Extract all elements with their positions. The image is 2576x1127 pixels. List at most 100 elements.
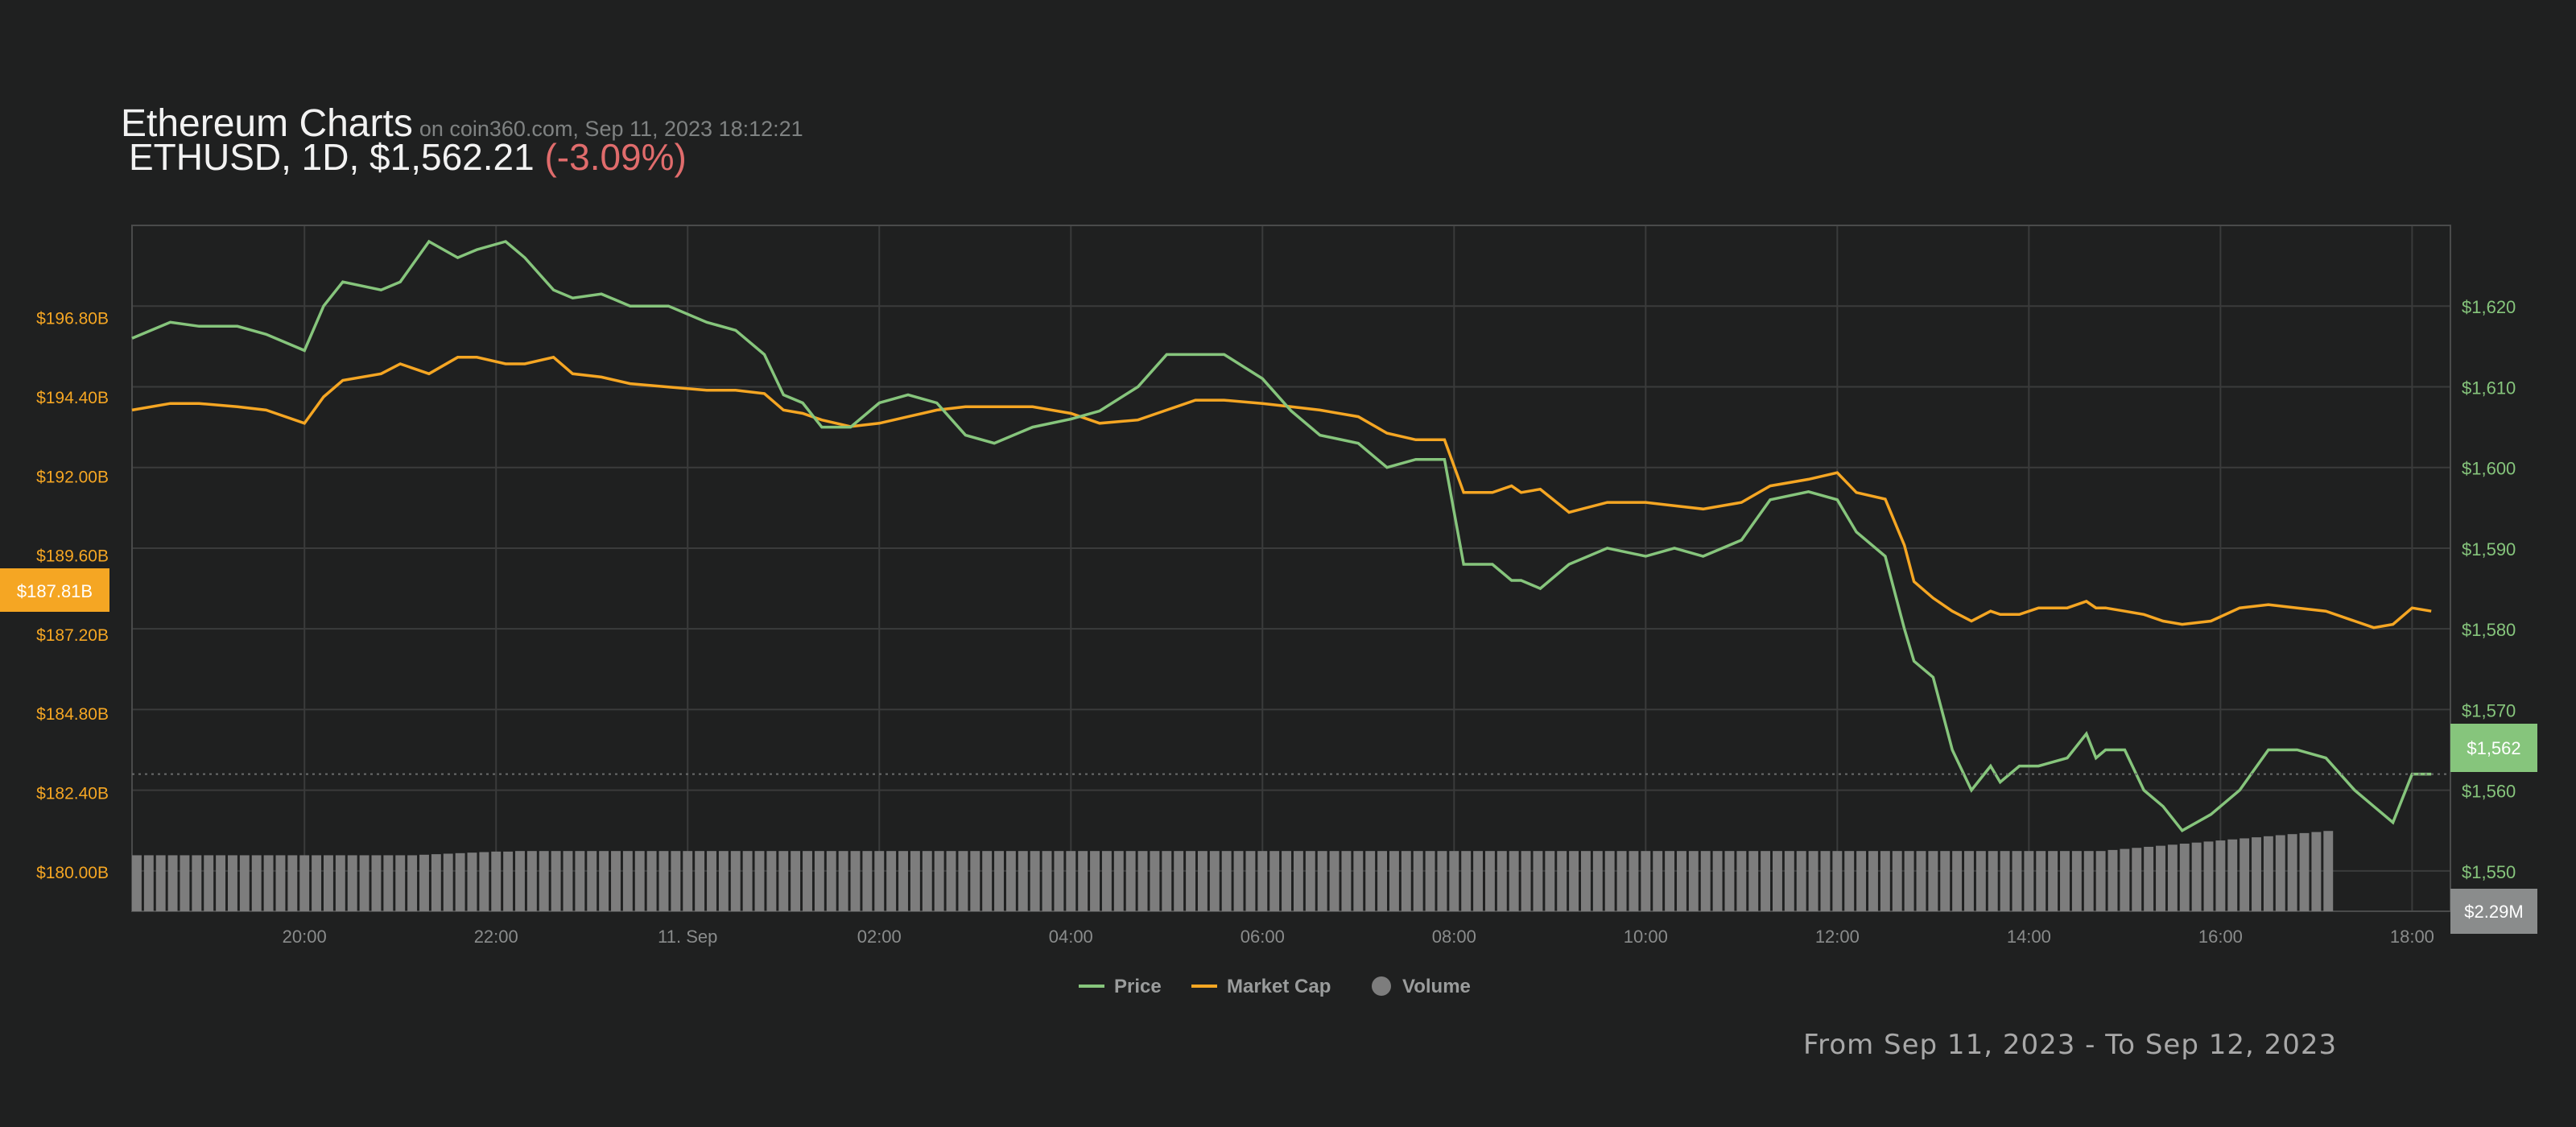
- volume-bar: [2263, 836, 2273, 911]
- volume-bar: [1952, 851, 1963, 911]
- volume-bar: [766, 851, 777, 911]
- volume-bar: [1653, 851, 1663, 911]
- legend-volume-swatch: [1372, 976, 1391, 996]
- right-tick-label: $1,550: [2462, 862, 2516, 882]
- volume-bar: [1293, 851, 1303, 911]
- volume-bar: [1042, 851, 1052, 911]
- volume-bar: [1150, 851, 1160, 911]
- left-tick-label: $180.00B: [36, 864, 109, 882]
- volume-bar: [814, 851, 824, 911]
- price-current-badge: [2450, 724, 2537, 772]
- price-current-label: $1,562: [2467, 738, 2520, 758]
- volume-bar: [1269, 851, 1280, 911]
- left-tick-label: $189.60B: [36, 547, 109, 566]
- right-tick-label: $1,590: [2462, 539, 2516, 559]
- volume-bar: [563, 851, 573, 911]
- volume-bar: [1317, 851, 1327, 911]
- volume-bar: [431, 854, 441, 911]
- volume-bar: [155, 855, 166, 911]
- volume-current-badge: [2450, 889, 2537, 934]
- volume-bar: [2323, 831, 2334, 911]
- volume-bar: [1509, 851, 1519, 911]
- right-tick-label: $1,610: [2462, 378, 2516, 398]
- volume-bar: [1461, 851, 1472, 911]
- price-change: (-3.09%): [544, 136, 687, 178]
- chart-title-text: Ethereum Charts: [121, 102, 413, 145]
- x-tick-label: 22:00: [474, 927, 518, 947]
- volume-bar: [2144, 846, 2154, 911]
- volume-bar: [1090, 851, 1100, 911]
- volume-bar: [1054, 851, 1064, 911]
- volume-bar: [1592, 851, 1603, 911]
- volume-bar: [1257, 851, 1268, 911]
- left-tick-label: $196.80B: [36, 310, 109, 328]
- volume-bar: [2203, 841, 2214, 911]
- volume-bar: [671, 851, 681, 911]
- volume-bar: [216, 855, 226, 911]
- x-tick-label: 04:00: [1049, 927, 1093, 947]
- volume-bar: [347, 855, 357, 911]
- volume-bar: [1928, 851, 1938, 911]
- left-tick-label: $182.40B: [36, 785, 109, 803]
- volume-bar: [1665, 851, 1675, 911]
- volume-bar: [1449, 851, 1459, 911]
- x-tick-label: 06:00: [1241, 927, 1285, 947]
- volume-bar: [228, 855, 237, 911]
- volume-bar: [683, 851, 693, 911]
- volume-bar: [994, 851, 1004, 911]
- volume-bar: [934, 851, 944, 911]
- volume-bar: [526, 851, 537, 911]
- volume-bar: [1916, 851, 1926, 911]
- volume-bar: [1030, 851, 1040, 911]
- volume-bar: [1616, 851, 1627, 911]
- volume-bar: [1401, 851, 1411, 911]
- volume-bar: [1641, 851, 1651, 911]
- volume-bar: [132, 855, 142, 911]
- volume-bar: [1761, 851, 1771, 911]
- volume-bar: [826, 851, 836, 911]
- right-tick-label: $1,580: [2462, 620, 2516, 640]
- volume-bar: [2071, 851, 2082, 911]
- volume-bar: [1221, 851, 1232, 911]
- volume-bar: [204, 855, 214, 911]
- volume-bar: [143, 855, 154, 911]
- volume-bar: [898, 851, 908, 911]
- volume-bar: [1736, 851, 1747, 911]
- volume-bar: [2287, 834, 2297, 911]
- market-cap-current-label: $187.81B: [17, 581, 93, 601]
- volume-bar: [2167, 844, 2178, 911]
- volume-bar: [2240, 838, 2250, 911]
- volume-bar: [1988, 851, 1998, 911]
- volume-bar: [575, 851, 585, 911]
- volume-bar: [479, 852, 489, 911]
- volume-bar: [730, 851, 741, 911]
- volume-bar: [1113, 851, 1124, 911]
- volume-bar: [1329, 851, 1340, 911]
- plot-frame: [131, 225, 2451, 912]
- volume-bar: [2215, 840, 2226, 911]
- volume-bar: [2060, 851, 2070, 911]
- volume-bar: [1425, 851, 1435, 911]
- left-tick-label: $194.40B: [36, 389, 109, 407]
- volume-bar: [1724, 851, 1735, 911]
- market-cap-line: [131, 355, 2432, 630]
- volume-bar: [1305, 851, 1315, 911]
- volume-bar: [1174, 851, 1184, 911]
- volume-bar: [251, 855, 262, 911]
- volume-bar: [718, 851, 729, 911]
- x-tick-label: 02:00: [857, 927, 902, 947]
- volume-bar: [1604, 851, 1615, 911]
- volume-bar: [922, 851, 932, 911]
- volume-bar: [1808, 851, 1818, 911]
- x-tick-label: 16:00: [2198, 927, 2243, 947]
- volume-bar: [611, 851, 621, 911]
- volume-bar: [1820, 851, 1831, 911]
- volume-bar: [371, 855, 382, 911]
- volume-bar: [335, 855, 345, 911]
- volume-bar: [646, 851, 657, 911]
- x-tick-label: 10:00: [1624, 927, 1668, 947]
- x-tick-label: 18:00: [2390, 927, 2434, 947]
- left-tick-label: $187.20B: [36, 626, 109, 645]
- chart-subtitle: ETHUSD, 1D, $1,562.21 (-3.09%): [129, 135, 687, 179]
